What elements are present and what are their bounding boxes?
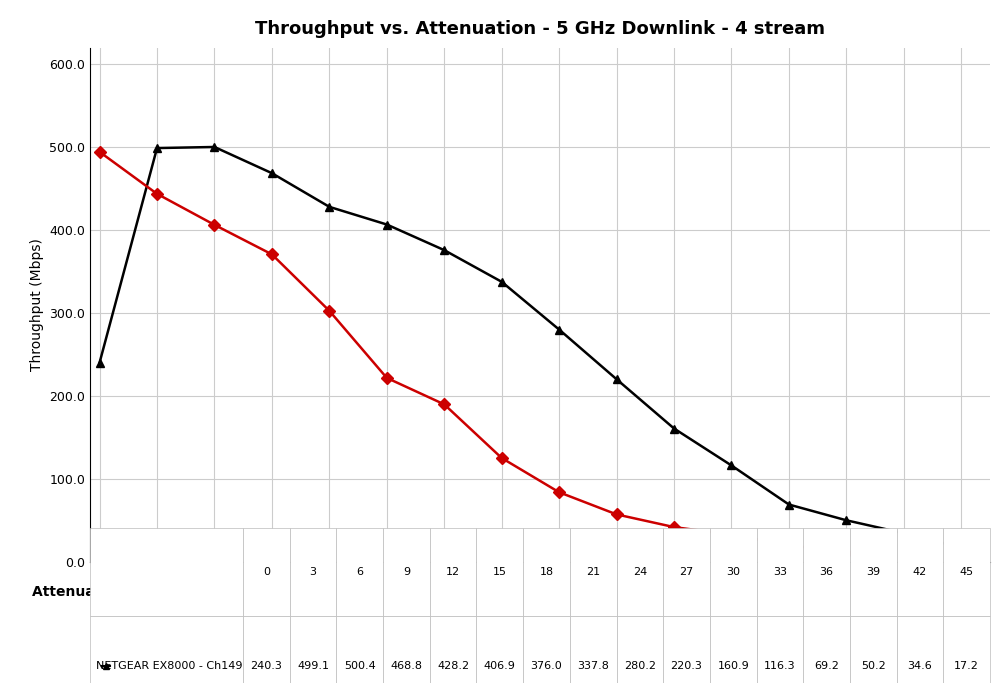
NETGEAR EX8000 - Ch149 — [725, 462, 737, 470]
Linksys RE9000 - Ch 40 — [611, 510, 623, 518]
NETGEAR EX8000 - Ch149 — [266, 169, 278, 178]
Linksys RE9000 - Ch 40 — [553, 488, 565, 497]
NETGEAR EX8000 - Ch149 — [496, 278, 508, 286]
Linksys RE9000 - Ch 40 — [266, 250, 278, 258]
NETGEAR EX8000 - Ch149 — [208, 143, 220, 151]
Linksys RE9000 - Ch 40 — [323, 307, 335, 315]
NETGEAR EX8000 - Ch149 — [553, 326, 565, 334]
NETGEAR EX8000 - Ch149 — [323, 203, 335, 211]
Linksys RE9000 - Ch 40 — [840, 549, 852, 557]
NETGEAR EX8000 - Ch149 — [898, 529, 910, 538]
Linksys RE9000 - Ch 40 — [438, 400, 450, 408]
NETGEAR EX8000 - Ch149 — [840, 516, 852, 525]
NETGEAR EX8000 - Ch149 — [438, 246, 450, 254]
NETGEAR EX8000 - Ch149 — [151, 144, 163, 152]
Line: Linksys RE9000 - Ch 40: Linksys RE9000 - Ch 40 — [95, 148, 851, 557]
Linksys RE9000 - Ch 40 — [151, 190, 163, 198]
NETGEAR EX8000 - Ch149 — [381, 221, 393, 229]
NETGEAR EX8000 - Ch149 — [94, 359, 106, 367]
Linksys RE9000 - Ch 40 — [208, 221, 220, 229]
Text: Attenuation (dB): Attenuation (dB) — [32, 585, 163, 599]
NETGEAR EX8000 - Ch149 — [955, 544, 967, 552]
Title: Throughput vs. Attenuation - 5 GHz Downlink - 4 stream: Throughput vs. Attenuation - 5 GHz Downl… — [255, 20, 825, 38]
NETGEAR EX8000 - Ch149 — [611, 375, 623, 383]
Linksys RE9000 - Ch 40 — [94, 148, 106, 156]
NETGEAR EX8000 - Ch149 — [668, 424, 680, 432]
Linksys RE9000 - Ch 40 — [381, 374, 393, 382]
NETGEAR EX8000 - Ch149 — [783, 501, 795, 509]
Linksys RE9000 - Ch 40 — [783, 541, 795, 549]
Line: NETGEAR EX8000 - Ch149: NETGEAR EX8000 - Ch149 — [95, 143, 965, 552]
Linksys RE9000 - Ch 40 — [496, 454, 508, 462]
Y-axis label: Throughput (Mbps): Throughput (Mbps) — [30, 238, 44, 372]
Linksys RE9000 - Ch 40 — [725, 531, 737, 539]
Linksys RE9000 - Ch 40 — [668, 523, 680, 531]
